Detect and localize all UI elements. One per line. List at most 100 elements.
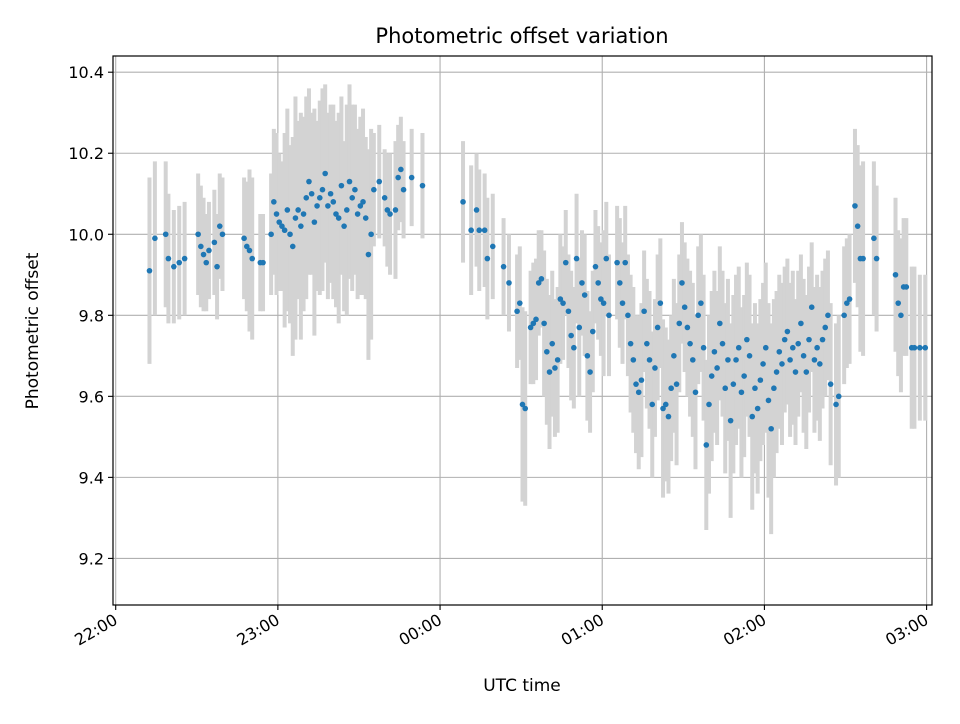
data-point [541,320,547,327]
data-point [895,300,902,306]
data-point [787,357,793,363]
data-point [749,413,756,420]
data-point [808,304,815,311]
data-point [481,227,488,234]
data-point [800,353,807,359]
data-point [460,199,466,205]
data-point [911,344,918,351]
data-point [662,401,669,408]
data-point [395,174,401,181]
data-point [287,231,293,238]
y-tick-label: 9.8 [79,306,104,325]
data-point [333,211,339,217]
data-points [146,166,929,448]
data-point [200,251,207,258]
data-point [825,312,831,319]
data-point [768,425,774,432]
data-point [689,357,696,363]
data-point [765,397,772,404]
data-point [789,344,796,351]
data-point [679,280,685,286]
data-point [841,312,847,319]
data-point [306,178,312,185]
data-point [835,393,842,400]
data-point [622,259,629,266]
data-point [489,243,496,250]
data-point [854,223,861,229]
data-point [468,227,474,234]
data-point [557,296,564,302]
data-point [368,231,374,238]
data-point [419,182,426,189]
data-point [181,255,188,262]
y-tick-label: 9.2 [79,549,104,568]
data-point [357,203,364,209]
data-point [644,340,650,347]
data-point [652,365,658,371]
data-point [203,259,210,266]
data-point [725,357,731,363]
data-point [325,203,331,209]
data-point [473,207,480,213]
axes-frame [112,55,933,606]
data-point [527,324,534,331]
data-point [649,401,656,408]
data-point [822,324,829,331]
data-point [600,300,607,306]
data-point [595,280,601,286]
data-point [860,255,866,262]
y-tick-label: 9.4 [79,468,104,487]
data-point [625,312,631,319]
data-point [400,186,407,193]
data-point [746,353,753,359]
data-point [711,348,718,355]
data-point [681,304,688,311]
data-point [362,215,369,221]
data-point [360,199,366,205]
data-point [398,166,404,173]
data-point [549,340,556,347]
data-point [722,385,729,392]
data-point [687,340,693,347]
data-point [530,320,537,327]
data-point [719,340,726,347]
data-point [314,203,320,209]
data-point [827,381,834,387]
data-point [760,361,766,367]
data-point [673,381,680,387]
data-point [606,312,612,319]
data-point [581,292,588,298]
data-point [844,300,850,306]
data-point [522,405,529,412]
data-point [216,223,223,229]
data-point [784,328,791,335]
data-point [484,255,491,262]
data-point [706,401,712,408]
data-point [730,381,737,387]
data-point [592,263,599,270]
data-point [603,255,610,262]
data-point [408,174,415,181]
data-point [198,243,204,250]
data-point [598,296,604,302]
chart-title: Photometric offset variation [375,24,668,48]
data-point [176,259,183,266]
data-point [303,195,310,201]
data-point [279,223,285,229]
data-point [576,324,583,331]
data-point [535,280,542,286]
data-point [846,296,853,302]
data-point [246,247,253,254]
data-point [276,219,283,225]
data-point [376,178,383,185]
data-point [660,405,666,412]
data-point [546,369,553,375]
data-point [617,280,623,286]
data-point [330,199,337,205]
data-point [365,251,372,258]
data-point [803,369,810,375]
x-axis-label: UTC time [483,676,561,696]
data-point [300,211,307,217]
data-point [571,344,577,351]
data-point [344,207,350,213]
